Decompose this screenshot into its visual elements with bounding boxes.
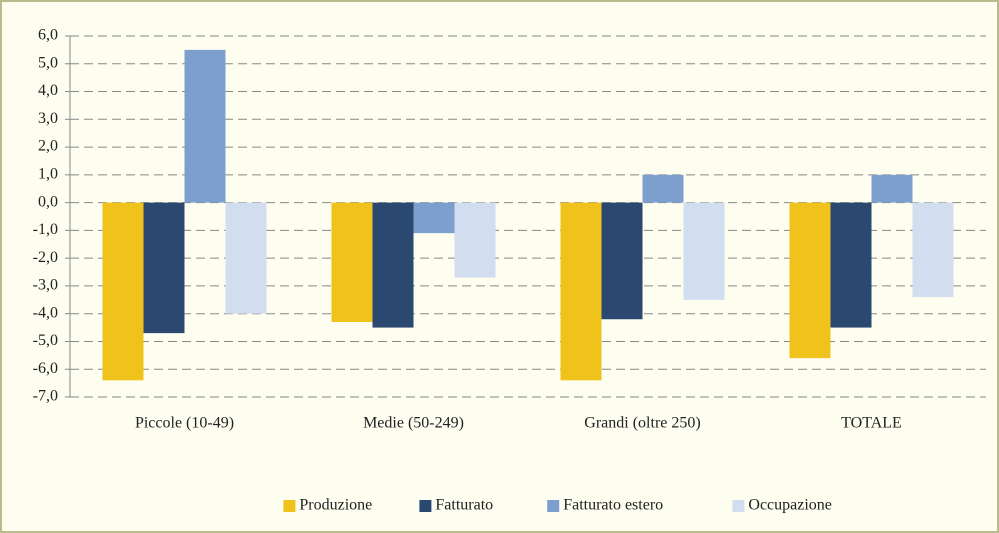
bar <box>560 202 602 381</box>
bar <box>683 202 725 300</box>
bar <box>454 202 496 278</box>
legend-swatch <box>419 500 432 512</box>
legend-swatch <box>283 500 296 512</box>
legend-label: Fatturato estero <box>563 497 663 514</box>
bar <box>372 202 414 328</box>
x-tick-label: Grandi (oltre 250) <box>584 415 700 432</box>
y-tick-label: -1,0 <box>33 221 58 238</box>
y-tick-label: -4,0 <box>33 304 58 321</box>
y-tick-label: -3,0 <box>33 277 58 294</box>
x-tick-label: Piccole (10-49) <box>135 415 234 432</box>
y-tick-label: 5,0 <box>38 54 58 71</box>
y-tick-label: -7,0 <box>33 388 58 405</box>
bar <box>789 202 831 359</box>
y-tick-label: 6,0 <box>38 27 58 44</box>
y-tick-label: 1,0 <box>38 166 58 183</box>
bar <box>331 202 373 323</box>
bar <box>102 202 144 381</box>
bar <box>413 202 455 234</box>
y-tick-label: -5,0 <box>33 332 58 349</box>
x-tick-label: TOTALE <box>841 415 902 432</box>
y-tick-label: -6,0 <box>33 360 58 377</box>
y-tick-label: -2,0 <box>33 249 58 266</box>
bar <box>871 174 913 203</box>
bar <box>601 202 643 320</box>
bar <box>225 202 267 314</box>
bar <box>830 202 872 328</box>
bar <box>184 49 226 203</box>
y-tick-label: 4,0 <box>38 82 58 99</box>
bar <box>143 202 185 334</box>
bar <box>642 174 684 203</box>
y-tick-label: 0,0 <box>38 193 58 210</box>
legend-label: Fatturato <box>435 497 493 514</box>
y-tick-label: 2,0 <box>38 138 58 155</box>
y-tick-label: 3,0 <box>38 110 58 127</box>
legend-swatch <box>547 500 560 512</box>
legend-swatch <box>732 500 745 512</box>
legend-label: Occupazione <box>748 497 832 514</box>
bar <box>912 202 954 298</box>
legend-label: Produzione <box>299 497 372 514</box>
x-tick-label: Medie (50-249) <box>363 415 464 432</box>
